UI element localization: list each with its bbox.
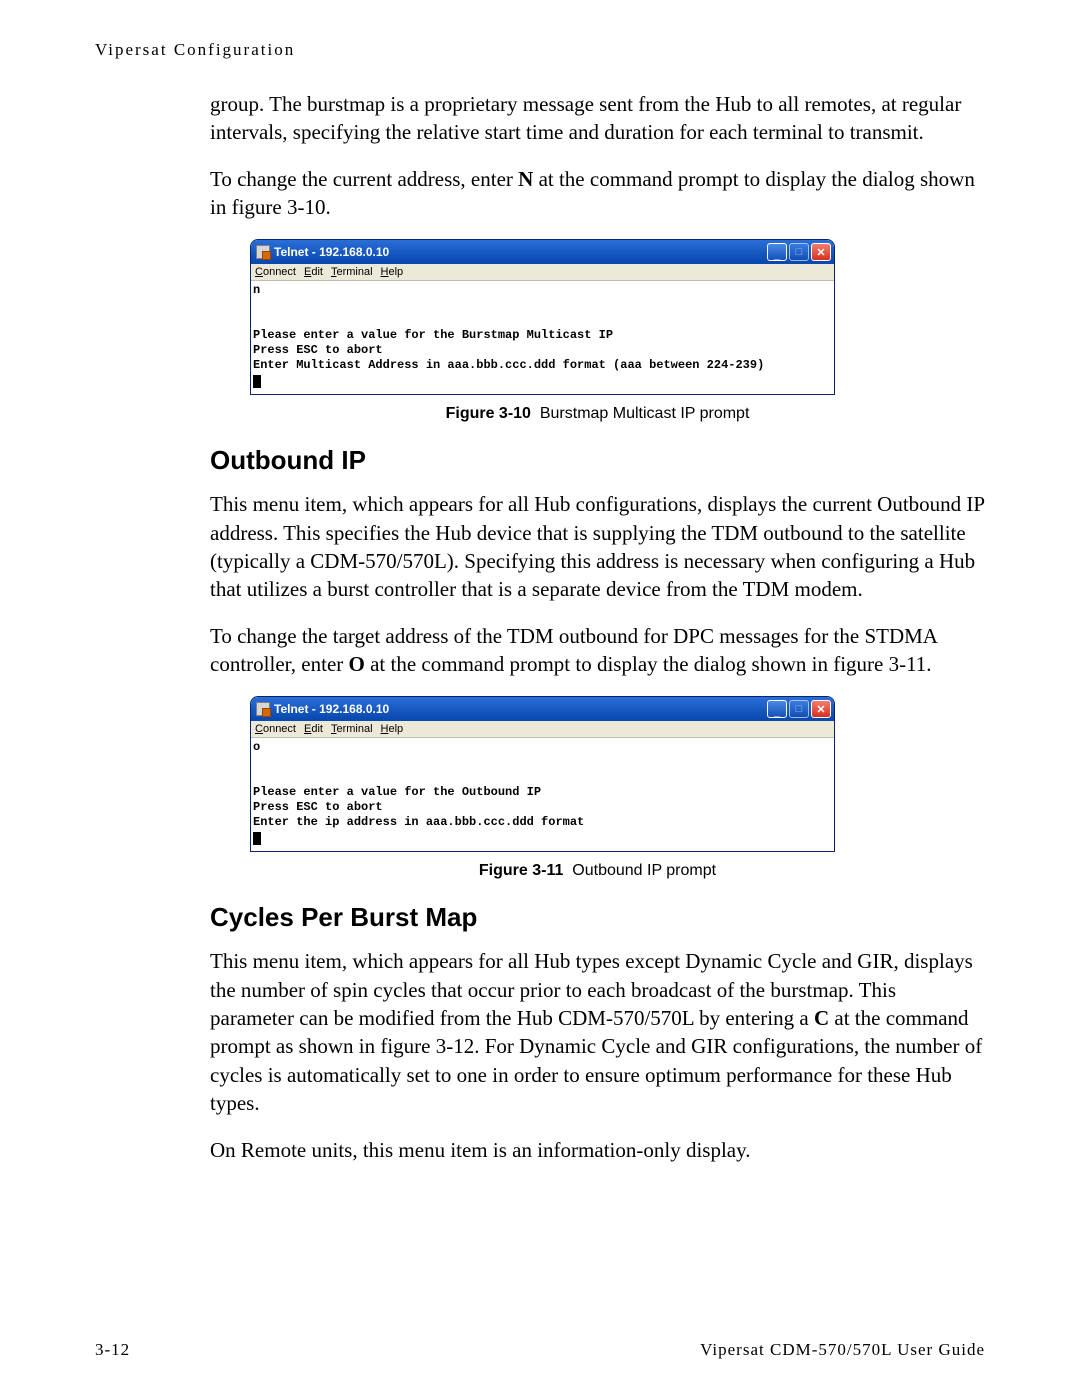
menu-edit[interactable]: Edit [304, 266, 323, 278]
paragraph-4: To change the target address of the TDM … [210, 622, 985, 679]
footer-left: 3-12 [95, 1340, 130, 1360]
close-button[interactable]: ✕ [811, 243, 831, 261]
telnet-icon [256, 245, 270, 259]
menu-connect[interactable]: Connect [255, 266, 296, 278]
maximize-button[interactable]: □ [789, 700, 809, 718]
telnet-icon [256, 702, 270, 716]
figure-caption-1: Figure 3-10 Burstmap Multicast IP prompt [210, 405, 985, 423]
fig1-caption: Burstmap Multicast IP prompt [540, 405, 750, 422]
p4b: O [349, 652, 365, 676]
paragraph-2: To change the current address, enter N a… [210, 165, 985, 222]
footer-right: Vipersat CDM-570/570L User Guide [700, 1340, 985, 1360]
terminal-text: o Please enter a value for the Outbound … [253, 740, 584, 829]
maximize-button[interactable]: □ [789, 243, 809, 261]
window-buttons: _ □ ✕ [767, 700, 831, 718]
titlebar: Telnet - 192.168.0.10 _ □ ✕ [251, 240, 834, 264]
figure-3-10: Telnet - 192.168.0.10 _ □ ✕ Connect Edit… [250, 239, 985, 395]
titlebar: Telnet - 192.168.0.10 _ □ ✕ [251, 697, 834, 721]
menu-connect[interactable]: Connect [255, 723, 296, 735]
figure-caption-2: Figure 3-11 Outbound IP prompt [210, 862, 985, 880]
cursor-icon [253, 832, 261, 845]
p5b: C [814, 1006, 829, 1030]
terminal-output: n Please enter a value for the Burstmap … [251, 281, 834, 394]
window-title: Telnet - 192.168.0.10 [274, 702, 767, 716]
window-title: Telnet - 192.168.0.10 [274, 245, 767, 259]
p4c: at the command prompt to display the dia… [365, 652, 932, 676]
fig2-label: Figure 3-11 [479, 862, 563, 879]
menu-terminal[interactable]: Terminal [331, 723, 373, 735]
menu-terminal[interactable]: Terminal [331, 266, 373, 278]
minimize-button[interactable]: _ [767, 243, 787, 261]
p2b: N [518, 167, 533, 191]
page-header: Vipersat Configuration [95, 40, 985, 60]
menu-help[interactable]: Help [381, 266, 404, 278]
fig2-caption: Outbound IP prompt [572, 862, 716, 879]
menubar: Connect Edit Terminal Help [251, 721, 834, 738]
menubar: Connect Edit Terminal Help [251, 264, 834, 281]
telnet-window-2: Telnet - 192.168.0.10 _ □ ✕ Connect Edit… [250, 696, 835, 852]
minimize-button[interactable]: _ [767, 700, 787, 718]
paragraph-6: On Remote units, this menu item is an in… [210, 1136, 985, 1164]
paragraph-1: group. The burstmap is a proprietary mes… [210, 90, 985, 147]
close-button[interactable]: ✕ [811, 700, 831, 718]
terminal-output: o Please enter a value for the Outbound … [251, 738, 834, 851]
heading-outbound-ip: Outbound IP [210, 445, 985, 476]
paragraph-3: This menu item, which appears for all Hu… [210, 490, 985, 603]
cursor-icon [253, 375, 261, 388]
figure-3-11: Telnet - 192.168.0.10 _ □ ✕ Connect Edit… [250, 696, 985, 852]
window-buttons: _ □ ✕ [767, 243, 831, 261]
page-footer: 3-12 Vipersat CDM-570/570L User Guide [95, 1340, 985, 1360]
telnet-window-1: Telnet - 192.168.0.10 _ □ ✕ Connect Edit… [250, 239, 835, 395]
heading-cycles: Cycles Per Burst Map [210, 902, 985, 933]
paragraph-5: This menu item, which appears for all Hu… [210, 947, 985, 1117]
fig1-label: Figure 3-10 [446, 405, 531, 422]
p2a: To change the current address, enter [210, 167, 518, 191]
terminal-text: n Please enter a value for the Burstmap … [253, 283, 764, 372]
menu-edit[interactable]: Edit [304, 723, 323, 735]
menu-help[interactable]: Help [381, 723, 404, 735]
